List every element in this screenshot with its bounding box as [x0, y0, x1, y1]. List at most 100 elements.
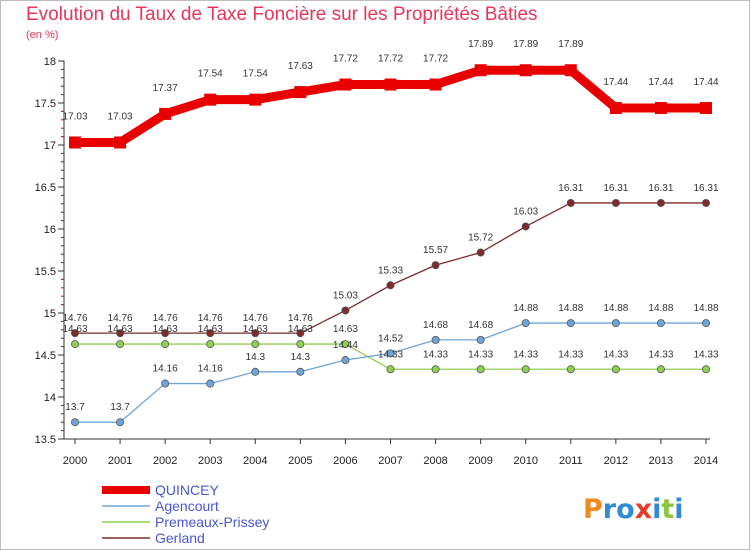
y-tick-label: 16 — [44, 224, 56, 236]
data-label: 14.88 — [648, 303, 673, 314]
data-point — [249, 93, 262, 106]
data-point — [69, 136, 81, 149]
data-label: 14.88 — [693, 303, 718, 314]
data-point — [474, 64, 487, 77]
data-point — [251, 329, 260, 338]
data-point — [116, 340, 125, 349]
data-label: 14.33 — [648, 349, 673, 360]
data-point — [206, 340, 215, 349]
data-point — [341, 340, 350, 349]
x-tick-label: 2005 — [288, 455, 312, 467]
y-tick-label: 17 — [44, 140, 56, 152]
data-point — [204, 93, 217, 106]
y-tick-label: 17.5 — [35, 98, 56, 110]
data-point — [429, 78, 442, 91]
y-tick-label: 14.5 — [35, 350, 56, 362]
x-tick-label: 2008 — [423, 455, 447, 467]
data-label: 14.3 — [291, 352, 311, 363]
legend-label: QUINCEY — [155, 482, 219, 498]
x-tick-label: 2007 — [378, 455, 402, 467]
data-label: 14.33 — [468, 349, 493, 360]
axes: 13.5 14 14.5 15 15.5 16 16.5 17 17.5 18 2000 2001 20… — [35, 56, 719, 467]
data-label: 17.72 — [423, 54, 448, 65]
x-tick-label: 2013 — [649, 455, 673, 467]
data-label: 14.76 — [288, 313, 313, 324]
data-label: 17.63 — [288, 61, 313, 72]
x-tick-label: 2009 — [468, 455, 492, 467]
data-label: 17.54 — [198, 69, 223, 80]
data-label: 14.63 — [288, 324, 313, 335]
data-point — [294, 86, 307, 99]
data-point — [519, 64, 532, 77]
x-tick-label: 2006 — [333, 455, 357, 467]
data-point — [71, 329, 80, 338]
x-tick-label: 2012 — [604, 455, 628, 467]
data-label: 14.88 — [603, 303, 628, 314]
data-label: 14.63 — [243, 324, 268, 335]
data-label: 15.03 — [333, 290, 358, 301]
x-tick-label: 2011 — [559, 455, 583, 467]
y-tick-label: 18 — [44, 56, 56, 68]
data-point — [206, 329, 215, 338]
data-point — [114, 136, 127, 149]
data-label: 14.33 — [423, 349, 448, 360]
data-point — [702, 319, 711, 328]
data-label: 16.31 — [693, 183, 718, 194]
data-label: 14.63 — [198, 324, 223, 335]
proxiti-logo: Proxiti — [583, 494, 684, 525]
y-tick-label: 15 — [44, 308, 56, 320]
data-point — [339, 78, 352, 91]
data-label: 14.88 — [513, 303, 538, 314]
data-point — [251, 340, 260, 349]
data-label: 17.89 — [513, 39, 538, 50]
x-tick-label: 2001 — [108, 455, 132, 467]
data-point — [386, 365, 395, 374]
data-label: 14.3 — [246, 352, 266, 363]
data-label: 17.89 — [558, 39, 583, 50]
data-label: 14.33 — [603, 349, 628, 360]
y-tick-label: 15.5 — [35, 266, 56, 278]
data-point — [609, 102, 622, 115]
y-tick-label: 16.5 — [35, 182, 56, 194]
data-point — [251, 367, 260, 376]
legend-label: Premeaux-Prissey — [155, 514, 269, 530]
data-point — [656, 365, 665, 374]
data-label: 14.76 — [62, 313, 87, 324]
data-label: 14.16 — [153, 364, 178, 375]
y-tick-label: 14 — [44, 392, 56, 404]
data-point — [296, 329, 305, 338]
data-label: 14.16 — [198, 364, 223, 375]
data-label: 17.03 — [62, 111, 87, 122]
data-label: 14.33 — [378, 349, 403, 360]
legend-label: Agencourt — [155, 498, 219, 514]
data-point — [521, 222, 530, 231]
data-label: 14.63 — [108, 324, 133, 335]
data-point — [341, 356, 350, 365]
data-label: 15.57 — [423, 245, 448, 256]
data-label: 14.33 — [558, 349, 583, 360]
data-label: 14.68 — [423, 320, 448, 331]
series-lines — [69, 64, 712, 427]
data-point — [611, 319, 620, 328]
data-label: 14.33 — [693, 349, 718, 360]
data-point — [476, 248, 485, 257]
data-label: 14.52 — [378, 333, 403, 344]
data-label: 14.88 — [558, 303, 583, 314]
data-point — [564, 64, 577, 77]
data-label: 16.31 — [558, 183, 583, 194]
data-point — [702, 365, 711, 374]
data-label: 17.44 — [693, 77, 718, 88]
data-point — [116, 418, 125, 427]
data-label: 14.76 — [153, 313, 178, 324]
data-label: 17.03 — [108, 111, 133, 122]
data-label: 14.33 — [513, 349, 538, 360]
data-point — [161, 329, 170, 338]
chart-unit-label: (en %) — [26, 29, 59, 41]
data-label: 14.63 — [62, 324, 87, 335]
data-point — [159, 107, 172, 120]
data-label: 14.63 — [153, 324, 178, 335]
x-tick-label: 2000 — [63, 455, 87, 467]
data-point — [296, 340, 305, 349]
data-point — [476, 365, 485, 374]
